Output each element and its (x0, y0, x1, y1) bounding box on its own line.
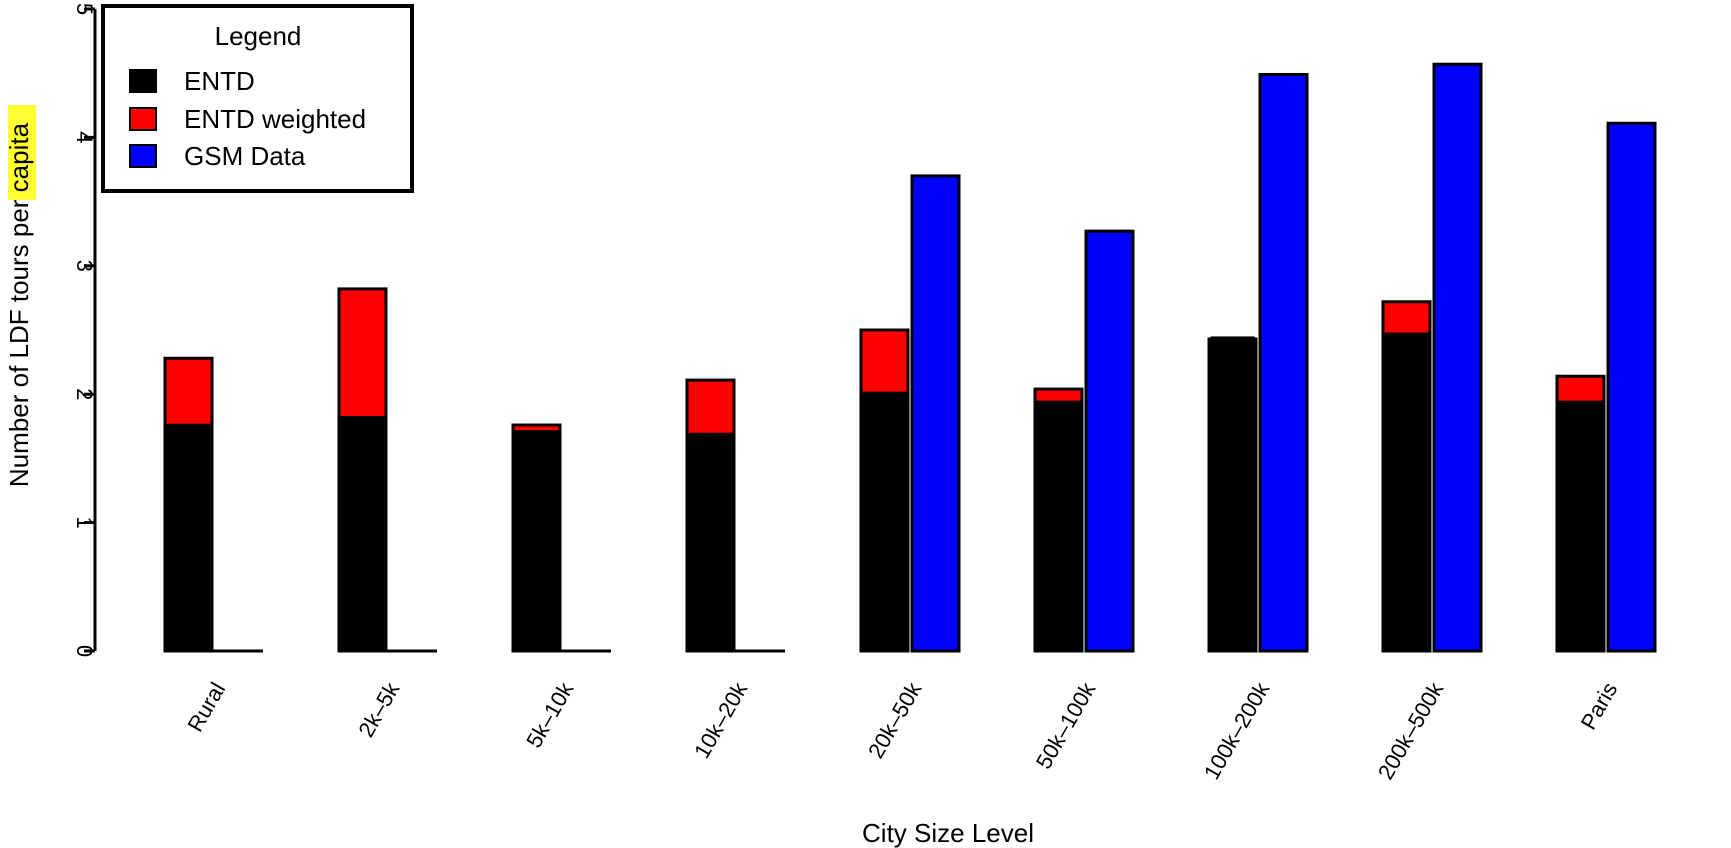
bar-gsm-data (910, 174, 961, 653)
y-tick-label: 0 (72, 645, 97, 657)
x-axis-tick-labels: Rural 2k–5k 5k–10k 10k–20k 20k–50k 50k–100k 10… (182, 677, 1622, 784)
legend-swatch-entd (129, 69, 157, 93)
x-tick-label: 200k–500k (1373, 677, 1449, 784)
x-tick-label: 5k–10k (521, 677, 579, 752)
y-tick-label: 2 (72, 388, 97, 400)
x-tick-label: Paris (1576, 678, 1623, 734)
x-tick-label: 2k–5k (353, 677, 405, 741)
bar-entd (1210, 336, 1255, 651)
legend-label-entd: ENTD (184, 66, 255, 96)
bar-entd (1036, 400, 1081, 651)
x-tick-label: 20k–50k (863, 677, 927, 762)
legend-swatch-gsm (129, 144, 157, 168)
x-axis-title: City Size Level (862, 818, 1034, 848)
y-axis-title: Number of LDF tours per capita (4, 105, 36, 487)
svg-text:Number of LDF tours per capita: Number of LDF tours per capita (4, 122, 34, 487)
bar-gsm-data (1606, 121, 1657, 653)
bar-entd (862, 391, 907, 651)
x-tick-label: 50k–100k (1031, 677, 1101, 773)
bars-group (163, 62, 1657, 653)
legend-title: Legend (215, 21, 302, 51)
legend-label-gsm: GSM Data (184, 141, 306, 171)
x-tick-label: 10k–20k (689, 677, 753, 762)
y-tick-label: 1 (72, 516, 97, 528)
ylabel-highlighted-word: capita (4, 122, 34, 192)
bar-gsm-data (1084, 229, 1135, 653)
y-tick-label: 4 (72, 131, 97, 143)
bar-gsm-data (1258, 72, 1309, 653)
y-axis-ticks: 0 1 2 3 4 5 (72, 3, 97, 657)
bar-entd (688, 432, 733, 651)
bar-entd (340, 416, 385, 651)
x-tick-label: Rural (182, 678, 230, 736)
ylabel-highlight (8, 105, 36, 200)
x-tick-label: 100k–200k (1199, 677, 1275, 784)
bar-entd (1558, 400, 1603, 651)
bar-entd (166, 423, 211, 651)
bar-entd (514, 430, 559, 651)
bar-gsm-data (1432, 62, 1483, 653)
ylabel-text: Number of LDF tours per (4, 192, 34, 487)
legend-swatch-entd-weighted (129, 107, 157, 131)
legend: Legend ENTD ENTD weighted GSM Data (101, 4, 414, 193)
bar-entd (1384, 332, 1429, 651)
legend-label-entd-weighted: ENTD weighted (184, 104, 366, 134)
y-tick-label: 3 (72, 260, 97, 272)
y-tick-label: 5 (72, 3, 97, 15)
